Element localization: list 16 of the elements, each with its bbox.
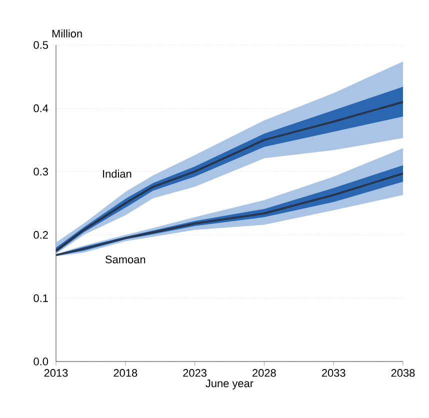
x-tick-label: 2023 xyxy=(183,369,206,377)
y-tick-label: 0.4 xyxy=(34,104,48,112)
y-tick-label: 0.5 xyxy=(34,41,48,49)
series-label: Indian xyxy=(103,170,132,178)
x-tick-label: 2033 xyxy=(322,369,346,377)
y-tick-label: 0.1 xyxy=(34,294,48,302)
x-tick-label: 2028 xyxy=(252,369,276,377)
x-tick-label: 2018 xyxy=(114,369,138,377)
y-tick-label: 0.3 xyxy=(34,168,48,176)
y-tick-label: 0.0 xyxy=(34,358,48,366)
x-tick-label: 2013 xyxy=(44,369,68,377)
x-tick-label: 2038 xyxy=(391,369,415,377)
y-tick-label: 0.2 xyxy=(34,231,48,239)
series-label: Samoan xyxy=(105,256,146,264)
x-axis-title: June year xyxy=(206,380,254,390)
y-axis-title: Million xyxy=(52,29,82,38)
